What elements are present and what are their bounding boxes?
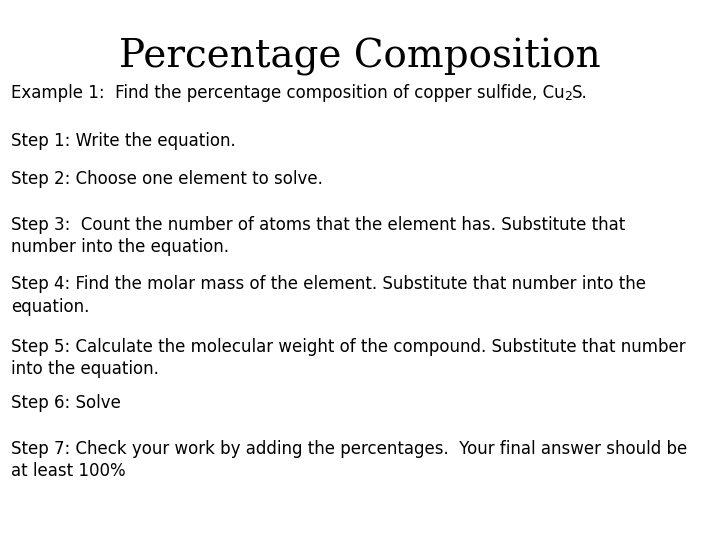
Text: Step 7: Check your work by adding the percentages.  Your final answer should be
: Step 7: Check your work by adding the pe…: [11, 440, 687, 480]
Text: Step 6: Solve: Step 6: Solve: [11, 394, 121, 412]
Text: Step 5: Calculate the molecular weight of the compound. Substitute that number
i: Step 5: Calculate the molecular weight o…: [11, 338, 685, 377]
Text: Step 3:  Count the number of atoms that the element has. Substitute that
number : Step 3: Count the number of atoms that t…: [11, 216, 625, 256]
Text: Step 2: Choose one element to solve.: Step 2: Choose one element to solve.: [11, 170, 323, 188]
Text: S.: S.: [572, 84, 588, 102]
Text: 2: 2: [564, 90, 572, 103]
Text: Step 4: Find the molar mass of the element. Substitute that number into the
equa: Step 4: Find the molar mass of the eleme…: [11, 275, 646, 315]
Text: Step 1: Write the equation.: Step 1: Write the equation.: [11, 132, 235, 150]
Text: Example 1:  Find the percentage composition of copper sulfide, Cu: Example 1: Find the percentage compositi…: [11, 84, 564, 102]
Text: Percentage Composition: Percentage Composition: [119, 38, 601, 76]
